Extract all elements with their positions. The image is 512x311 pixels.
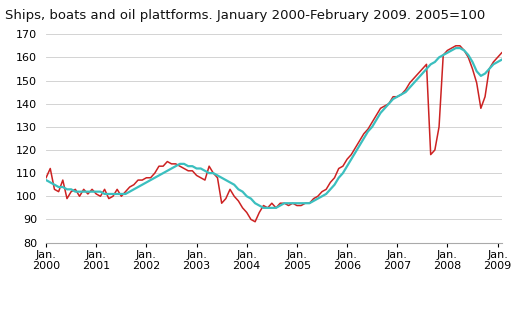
Text: Ships, boats and oil plattforms. January 2000-February 2009. 2005=100: Ships, boats and oil plattforms. January… (5, 9, 485, 22)
